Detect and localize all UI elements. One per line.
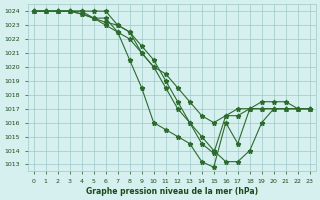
X-axis label: Graphe pression niveau de la mer (hPa): Graphe pression niveau de la mer (hPa) <box>86 187 258 196</box>
